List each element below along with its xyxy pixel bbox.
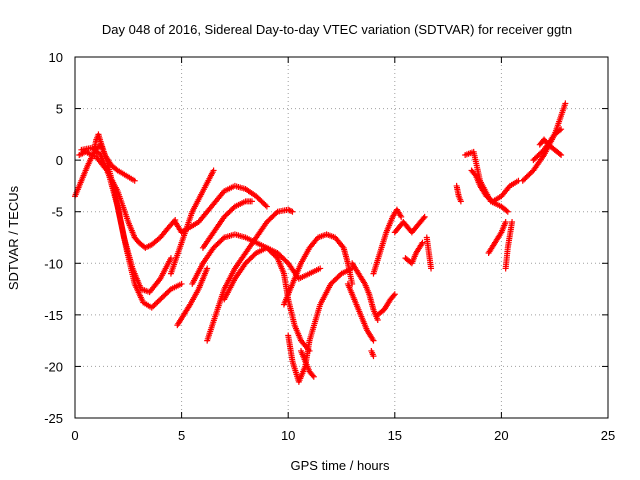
data-point: [562, 100, 569, 107]
data-point: [248, 198, 255, 205]
data-point: [178, 280, 185, 287]
data-point: [204, 265, 211, 272]
x-tick-label: 0: [71, 428, 78, 443]
data-point: [419, 239, 426, 246]
series-track-29: [530, 126, 565, 164]
y-tick-label: -20: [44, 359, 63, 374]
series-track-6: [167, 167, 217, 277]
data-point: [420, 215, 427, 222]
y-tick-label: -15: [44, 308, 63, 323]
x-tick-label: 5: [178, 428, 185, 443]
series-track-10: [199, 198, 255, 251]
data-point: [398, 213, 405, 220]
axis-ticks: 0 5 10 15 20 25 10 5 0 -5 -10 -15 -20 -25: [44, 50, 615, 443]
chart-title: Day 048 of 2016, Sidereal Day-to-day VTE…: [102, 22, 572, 37]
y-tick-label: 10: [49, 50, 63, 65]
x-tick-label: 25: [601, 428, 615, 443]
data-point: [391, 291, 398, 298]
series-track-3: [72, 141, 174, 296]
grid: [75, 57, 608, 418]
data-point: [556, 150, 563, 157]
data-point: [210, 167, 217, 174]
series-track-4: [91, 131, 138, 184]
data-point: [421, 213, 428, 220]
series-track-17: [368, 347, 377, 360]
series-track-20: [391, 213, 428, 236]
x-tick-label: 20: [494, 428, 508, 443]
y-tick-label: -25: [44, 411, 63, 426]
data-point: [289, 208, 296, 215]
series-track-26: [485, 219, 509, 256]
series-track-25: [468, 167, 522, 205]
data-point: [370, 353, 377, 360]
data-point: [310, 373, 317, 380]
series-track-18: [370, 206, 405, 277]
data-point: [428, 265, 435, 272]
data-point: [219, 235, 226, 242]
data-point: [457, 198, 464, 205]
data-point: [556, 127, 563, 134]
series-track-9: [204, 206, 296, 344]
plot-frame: [74, 56, 609, 419]
x-tick-label: 10: [281, 428, 295, 443]
data-point: [374, 317, 381, 324]
data-point: [370, 337, 377, 344]
data-points: [72, 100, 569, 385]
data-point: [167, 255, 174, 262]
data-point: [337, 271, 344, 278]
series-track-30: [536, 136, 565, 158]
data-point: [273, 210, 280, 217]
data-point: [263, 203, 270, 210]
data-point: [273, 253, 280, 260]
data-point: [131, 177, 138, 184]
data-point: [558, 151, 565, 158]
data-point: [317, 265, 324, 272]
data-point: [166, 287, 173, 294]
series-track-15: [344, 280, 377, 344]
x-tick-label: 15: [388, 428, 402, 443]
series-track-27: [502, 219, 516, 272]
series-track-13: [280, 231, 356, 308]
data-point: [390, 292, 397, 299]
y-tick-label: 5: [56, 102, 63, 117]
data-point: [558, 126, 565, 133]
data-point: [503, 207, 510, 214]
data-point: [504, 208, 511, 215]
data-point: [509, 219, 516, 226]
series-track-7: [174, 265, 211, 329]
series-track-14: [297, 347, 317, 380]
series-track-22: [423, 234, 435, 272]
series-track-23: [453, 182, 464, 205]
data-point: [262, 202, 269, 209]
series-track-16: [349, 260, 381, 324]
data-point: [251, 251, 258, 258]
y-tick-label: -5: [51, 205, 63, 220]
data-point: [230, 204, 237, 211]
data-point: [502, 219, 509, 226]
data-point: [471, 171, 478, 178]
y-tick-label: -10: [44, 256, 63, 271]
y-tick-label: 0: [56, 153, 63, 168]
series-track-21: [402, 239, 426, 267]
x-axis-label: GPS time / hours: [291, 458, 390, 473]
series-track-19: [374, 291, 398, 318]
data-point: [309, 372, 316, 379]
y-axis-label: SDTVAR / TECUs: [6, 185, 21, 290]
